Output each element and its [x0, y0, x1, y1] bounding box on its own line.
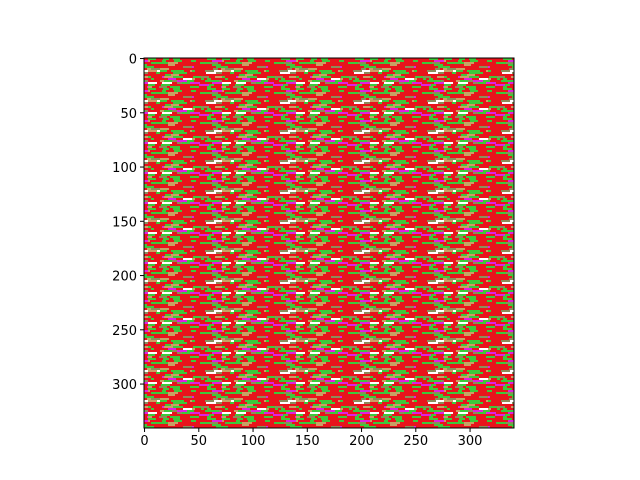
y-tick-label: 0 — [129, 53, 137, 68]
y-tick-label: 250 — [112, 324, 137, 339]
x-tick-label: 150 — [295, 434, 320, 449]
x-tick-label: 100 — [241, 434, 266, 449]
x-tick-label: 50 — [191, 434, 208, 449]
y-tick-label: 300 — [112, 378, 137, 393]
y-tick-label: 100 — [112, 161, 137, 176]
y-tick-label: 50 — [120, 107, 137, 122]
y-tick-label: 200 — [112, 270, 137, 285]
axes-frame — [143, 57, 515, 429]
x-tick-label: 200 — [349, 434, 374, 449]
x-tick-label: 250 — [403, 434, 428, 449]
x-tick-label: 0 — [140, 434, 148, 449]
y-tick-label: 150 — [112, 215, 137, 230]
x-tick-label: 300 — [458, 434, 483, 449]
image — [144, 58, 514, 428]
